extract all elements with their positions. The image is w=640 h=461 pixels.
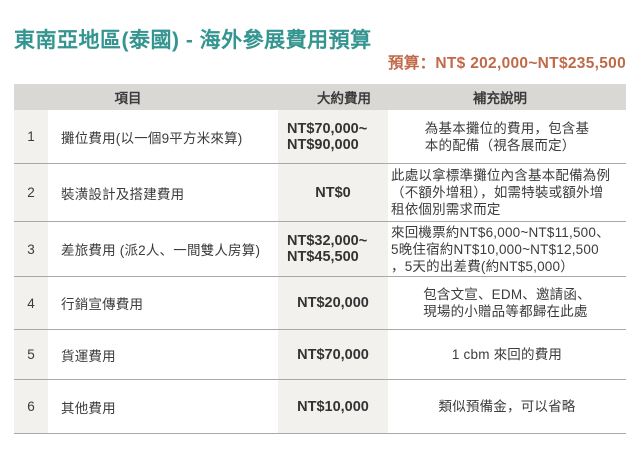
- item-cell: 攤位費用(以一個9平方米來算): [61, 130, 243, 146]
- note-cell: 此處以拿標準攤位內含基本配備為例 （不額外增租），如需特裝或額外增 租依個別需求…: [388, 164, 626, 221]
- row-number: 5: [14, 330, 52, 379]
- cost-value: NT$70,000: [297, 346, 369, 363]
- table-row: 1 攤位費用(以一個9平方米來算) NT$70,000~ NT$90,000 為…: [14, 110, 626, 164]
- note-cell: 類似預備金，可以省略: [388, 380, 626, 433]
- note-text: 來回機票約NT$6,000~NT$11,500、 5晚住宿約NT$10,000~…: [391, 224, 610, 274]
- note-text: 類似預備金，可以省略: [438, 399, 576, 414]
- note-text: 此處以拿標準攤位內含基本配備為例 （不額外增租），如需特裝或額外增 租依個別需求…: [391, 168, 611, 217]
- row-number: 3: [14, 222, 52, 276]
- item-cell: 裝潢設計及搭建費用: [61, 186, 185, 202]
- budget-total-subtitle: 預算：NT$ 202,000~NT$235,500: [388, 55, 626, 72]
- note-cell: 1 cbm 來回的費用: [388, 330, 626, 379]
- cost-value: NT$10,000: [297, 398, 369, 415]
- note-text: 1 cbm 來回的費用: [451, 347, 563, 362]
- item-cell: 行銷宣傳費用: [61, 297, 144, 312]
- cost-value: NT$0: [315, 184, 351, 201]
- budget-table: 項目 大約費用 補充說明 1 攤位費用(以一個9平方米來算) NT$70,000…: [14, 84, 626, 434]
- row-number: 4: [14, 277, 52, 329]
- item-cell: 差旅費用 (派2人、一間雙人房算): [61, 243, 261, 258]
- cost-cell: NT$32,000~ NT$45,500: [278, 222, 388, 276]
- header-item: 項目: [114, 91, 142, 106]
- page-title: 東南亞地區(泰國) - 海外參展費用預算: [14, 29, 372, 52]
- cost-cell: NT$0: [278, 164, 388, 221]
- cost-cell: NT$10,000: [278, 380, 388, 433]
- row-number: 2: [14, 164, 52, 221]
- note-cell: 包含文宣、EDM、邀請函、 現場的小贈品等都歸在此處: [388, 277, 626, 329]
- table-header: 項目 大約費用 補充說明: [14, 84, 626, 110]
- note-text: 包含文宣、EDM、邀請函、 現場的小贈品等都歸在此處: [423, 287, 591, 319]
- table-row: 2 裝潢設計及搭建費用 NT$0 此處以拿標準攤位內含基本配備為例 （不額外增租…: [14, 164, 626, 222]
- cost-cell: NT$20,000: [278, 277, 388, 329]
- table-row: 3 差旅費用 (派2人、一間雙人房算) NT$32,000~ NT$45,500…: [14, 222, 626, 277]
- cost-value: NT$70,000~ NT$90,000: [287, 120, 368, 153]
- item-cell: 其他費用: [61, 400, 116, 416]
- table-row: 6 其他費用 NT$10,000 類似預備金，可以省略: [14, 380, 626, 434]
- header-notes: 補充說明: [473, 91, 527, 106]
- item-cell: 貨運費用: [61, 348, 116, 364]
- cost-value: NT$20,000: [297, 295, 369, 311]
- note-text: 為基本攤位的費用，包含基 本的配備（視各展而定）: [424, 120, 590, 153]
- table-row: 5 貨運費用 NT$70,000 1 cbm 來回的費用: [14, 330, 626, 380]
- row-number: 1: [14, 110, 52, 163]
- cost-cell: NT$70,000~ NT$90,000: [278, 110, 388, 163]
- note-cell: 來回機票約NT$6,000~NT$11,500、 5晚住宿約NT$10,000~…: [388, 222, 626, 276]
- note-cell: 為基本攤位的費用，包含基 本的配備（視各展而定）: [388, 110, 626, 163]
- table-row: 4 行銷宣傳費用 NT$20,000 包含文宣、EDM、邀請函、 現場的小贈品等…: [14, 277, 626, 330]
- header-cost: 大約費用: [317, 91, 371, 106]
- cost-value: NT$32,000~ NT$45,500: [287, 233, 368, 265]
- cost-cell: NT$70,000: [278, 330, 388, 379]
- row-number: 6: [14, 380, 52, 433]
